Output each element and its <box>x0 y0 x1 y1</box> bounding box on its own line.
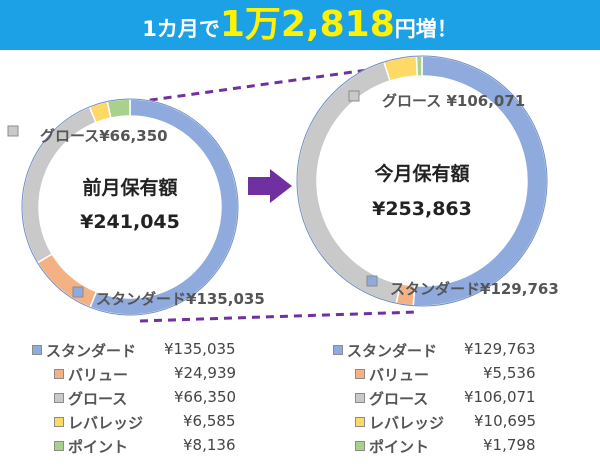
callout-swatch <box>7 125 19 137</box>
legend-swatch <box>54 417 64 427</box>
donut-total: ¥253,863 <box>372 198 472 220</box>
legend-label: バリュー <box>369 366 430 384</box>
slice-callout-label: スタンダード¥135,035 <box>96 290 265 308</box>
headline-banner: 1カ月で 1万2,818 円増！ <box>0 0 600 50</box>
legend-label: スタンダード <box>46 342 137 360</box>
slice-callout-label: グロース ¥106,071 <box>382 92 525 110</box>
legend-swatch <box>54 441 64 451</box>
headline-prefix: 1カ月で <box>142 17 220 41</box>
connector-top <box>121 61 419 106</box>
legend-value: ¥106,071 <box>464 388 536 406</box>
legend-swatch <box>333 345 343 355</box>
legend-swatch <box>32 345 42 355</box>
legend-label: ポイント <box>369 438 430 456</box>
legend-value: ¥5,536 <box>483 364 536 382</box>
legend-label: レバレッジ <box>68 414 144 432</box>
legend-value: ¥66,350 <box>174 388 237 406</box>
donut-current: 今月保有額 ¥253,863 スタンダード¥129,763 グロース ¥106,071 <box>296 55 559 307</box>
donut-total: ¥241,045 <box>80 211 180 233</box>
legend-value: ¥1,798 <box>483 436 536 454</box>
donut-outline <box>21 98 239 316</box>
legend-swatch <box>355 417 365 427</box>
callout-swatch <box>366 275 378 287</box>
legend-value: ¥135,035 <box>164 340 236 358</box>
legend-swatch <box>54 369 64 379</box>
donut-previous: 前月保有額 ¥241,045 スタンダード¥135,035 グロース¥66,350 <box>7 98 265 316</box>
slice-callout-label: グロース¥66,350 <box>40 127 168 145</box>
donut-title: 今月保有額 <box>373 162 469 185</box>
legend-label: バリュー <box>68 366 129 384</box>
legend-value: ¥24,939 <box>174 364 237 382</box>
slice-value <box>36 252 98 309</box>
legend-label: グロース <box>369 390 429 408</box>
legend-swatch <box>355 393 365 403</box>
slice-point <box>106 98 131 119</box>
connector-bottom <box>139 310 419 323</box>
donut-outline <box>296 55 548 307</box>
legend-label: レバレッジ <box>369 414 445 432</box>
callout-swatch <box>348 90 360 102</box>
callout-swatch <box>72 286 84 298</box>
legend-value: ¥6,585 <box>183 412 236 430</box>
legend-value: ¥129,763 <box>464 340 536 358</box>
legend-value: ¥8,136 <box>183 436 236 454</box>
legend-value: ¥10,695 <box>474 412 537 430</box>
legend-swatch <box>355 369 365 379</box>
slice-point <box>415 55 423 77</box>
legend-swatch <box>54 393 64 403</box>
legend-label: グロース <box>68 390 128 408</box>
headline-amount: 1万2,818 <box>219 4 395 45</box>
donut-title: 前月保有額 <box>82 176 177 199</box>
headline-suffix: 円増！ <box>394 17 458 41</box>
legend-swatch <box>355 441 365 451</box>
legend-label: ポイント <box>68 438 129 456</box>
legend-label: スタンダード <box>347 342 438 360</box>
slice-callout-label: スタンダード¥129,763 <box>390 280 559 298</box>
slice-leverage <box>383 55 419 82</box>
arrow-icon <box>248 169 292 203</box>
